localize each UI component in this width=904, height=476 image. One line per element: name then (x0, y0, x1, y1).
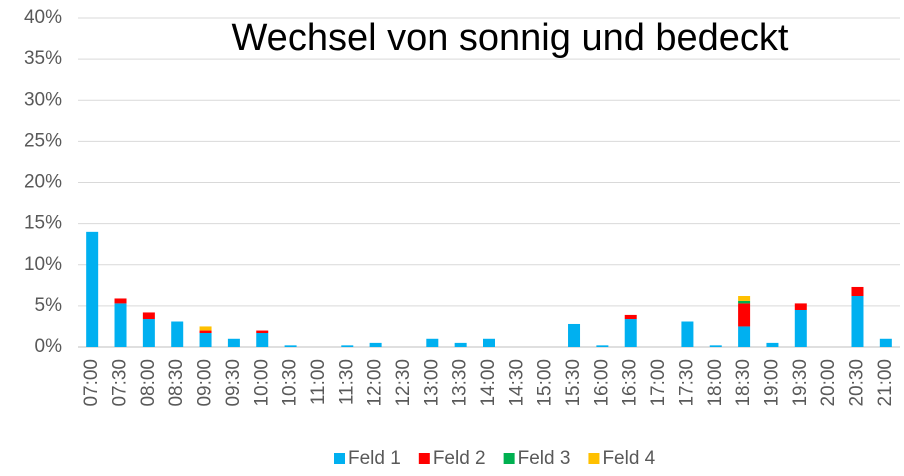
x-tick-label: 13:30 (450, 359, 471, 407)
bar-segment (142, 312, 155, 320)
y-tick-label: 0% (35, 336, 63, 357)
bar-segment (794, 309, 807, 347)
bar-segment (86, 231, 99, 347)
y-tick-label: 20% (24, 172, 62, 193)
x-tick-label: 09:00 (195, 359, 216, 407)
legend-swatch (418, 453, 430, 464)
bar-segment (794, 303, 807, 310)
x-tick-label: 10:30 (280, 359, 301, 407)
bar-segment (114, 303, 127, 347)
legend-label: Feld 2 (433, 448, 486, 469)
bar-segment (681, 321, 694, 347)
bar-segment (738, 300, 751, 304)
bar-segment (171, 321, 184, 347)
legend-swatch (503, 453, 515, 464)
y-tick-label: 5% (35, 295, 63, 316)
x-tick-label: 16:30 (620, 359, 641, 407)
bar-segment (199, 326, 212, 331)
y-tick-label: 30% (24, 89, 62, 110)
x-tick-label: 18:30 (733, 359, 754, 407)
bar-segment (738, 326, 751, 347)
x-tick-label: 10:00 (251, 359, 272, 407)
y-tick-label: 10% (24, 254, 62, 275)
legend-label: Feld 1 (348, 448, 401, 469)
x-tick-label: 17:30 (676, 359, 697, 407)
bar-segment (738, 303, 751, 327)
x-tick-label: 12:30 (393, 359, 414, 407)
chart-title: Wechsel von sonnig und bedeckt (232, 17, 789, 59)
legend-swatch (588, 453, 600, 464)
x-tick-label: 11:00 (308, 359, 329, 405)
x-tick-label: 13:00 (421, 359, 442, 407)
x-tick-label: 11:30 (336, 359, 357, 405)
bar-segment (568, 323, 581, 347)
x-tick-label: 09:30 (223, 359, 244, 407)
x-tick-label: 12:00 (365, 359, 386, 407)
legend-label: Feld 4 (602, 448, 655, 469)
bar-segment (851, 296, 864, 347)
x-tick-label: 14:00 (478, 359, 499, 407)
legend-swatch (334, 453, 345, 464)
bar-segment (199, 333, 212, 347)
x-tick-label: 19:30 (790, 359, 811, 407)
bar-segment (483, 338, 495, 347)
bar-segment (454, 342, 467, 347)
bar-segment (256, 333, 269, 347)
x-tick-label: 15:00 (535, 359, 556, 407)
x-tick-label: 08:30 (166, 359, 187, 407)
bar-segment (369, 342, 382, 347)
bar-segment (114, 298, 127, 304)
bar-segment (426, 338, 439, 347)
x-tick-label: 08:00 (138, 359, 159, 407)
bar-segment (341, 345, 354, 347)
x-tick-label: 20:30 (846, 359, 867, 407)
x-tick-label: 19:00 (761, 359, 782, 407)
bar-segment (766, 342, 779, 347)
y-tick-label: 35% (24, 48, 62, 69)
bar-segment (256, 330, 269, 334)
bar-segment (879, 338, 892, 347)
bar-segment (738, 296, 751, 301)
x-tick-label: 16:00 (591, 359, 612, 407)
bar-segment (142, 319, 155, 347)
bar-segment (284, 345, 297, 347)
y-tick-label: 40% (24, 7, 62, 28)
bar-segment (851, 286, 864, 297)
legend-label: Feld 3 (518, 448, 571, 469)
x-tick-label: 07:00 (81, 359, 102, 407)
bar-segment (709, 345, 722, 347)
x-tick-label: 15:30 (563, 359, 584, 407)
y-tick-label: 25% (24, 130, 62, 151)
x-tick-label: 17:00 (648, 359, 669, 407)
y-tick-label: 15% (24, 213, 62, 234)
x-tick-label: 07:30 (110, 359, 131, 407)
bar-segment (596, 345, 609, 347)
x-tick-label: 21:00 (875, 359, 896, 407)
x-tick-label: 18:00 (705, 359, 726, 407)
x-tick-label: 14:30 (506, 359, 527, 407)
bar-segment (624, 319, 637, 347)
bar-segment (199, 330, 212, 334)
bar-segment (227, 338, 240, 347)
bar-segment (624, 314, 637, 320)
x-tick-label: 20:00 (818, 359, 839, 407)
